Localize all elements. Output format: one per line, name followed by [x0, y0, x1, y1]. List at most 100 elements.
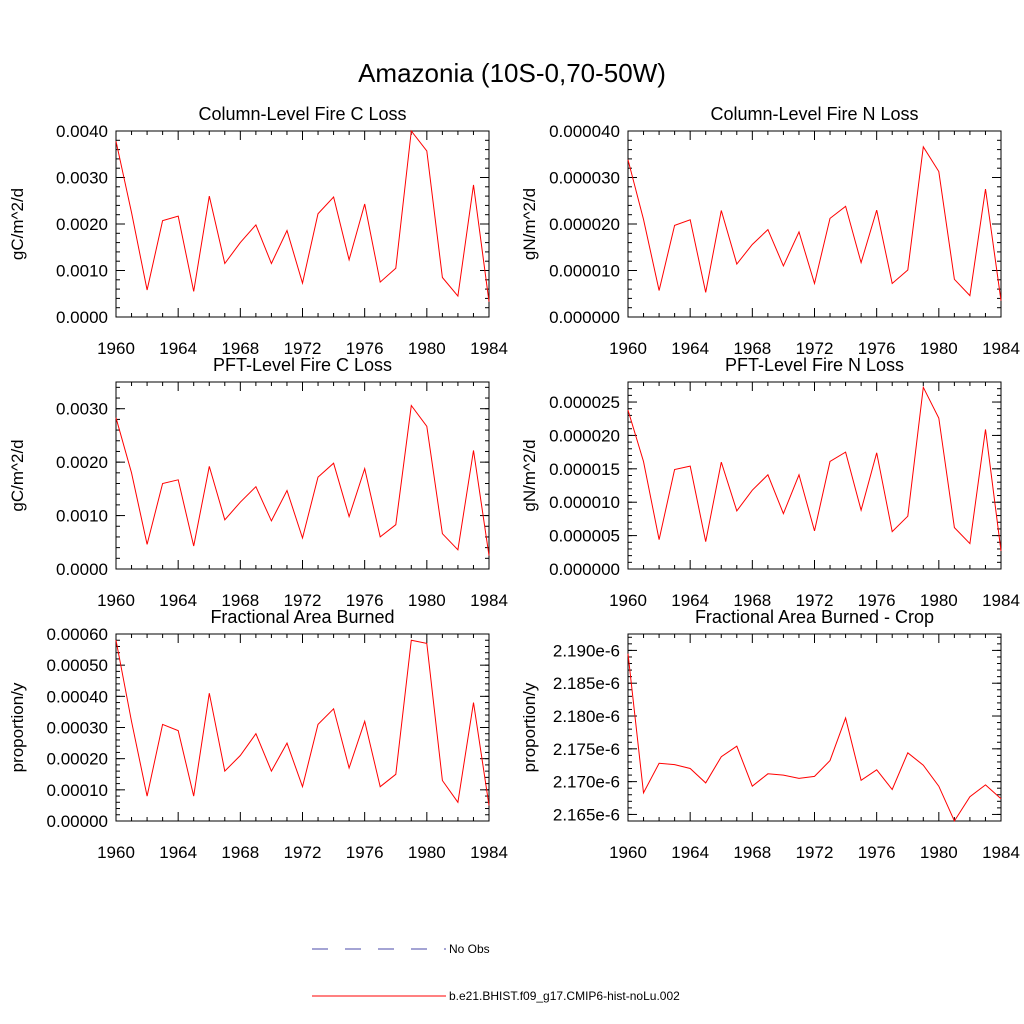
plot-frame — [115, 130, 490, 318]
y-tick-label: 0.0030 — [56, 400, 108, 419]
x-tick-label: 1972 — [284, 843, 322, 862]
y-tick-label: 0.000040 — [549, 122, 620, 141]
x-tick-label: 1976 — [346, 339, 384, 358]
y-tick-label: 0.00040 — [47, 687, 108, 706]
y-tick-label: 0.00060 — [47, 625, 108, 644]
x-tick-label: 1976 — [858, 339, 896, 358]
x-tick-label: 1984 — [470, 339, 508, 358]
x-tick-label: 1980 — [408, 339, 446, 358]
y-tick-label: 0.0000 — [56, 308, 108, 327]
chart-title: PFT-Level Fire N Loss — [725, 355, 904, 375]
legend-no-obs-label: No Obs — [449, 942, 490, 956]
x-tick-label: 1984 — [982, 339, 1020, 358]
x-tick-label: 1960 — [609, 843, 647, 862]
x-tick-label: 1980 — [920, 843, 958, 862]
series-line-1 — [627, 145, 1002, 301]
chart-title: Fractional Area Burned — [210, 607, 394, 627]
x-tick-label: 1968 — [221, 843, 259, 862]
y-axis-label: gN/m^2/d — [520, 188, 539, 260]
x-tick-label: 1972 — [796, 843, 834, 862]
legend: No Obs b.e21.BHIST.f09_g17.CMIP6-hist-no… — [312, 942, 680, 1003]
y-tick-label: 0.000010 — [549, 262, 620, 281]
x-tick-label: 1980 — [408, 843, 446, 862]
plot-frame — [115, 381, 490, 570]
x-tick-label: 1960 — [97, 591, 135, 610]
x-tick-label: 1980 — [408, 591, 446, 610]
chart-panel-5: Fractional Area Burned proportion/y 1960 19… — [8, 607, 508, 862]
y-tick-label: 0.0010 — [56, 507, 108, 526]
x-tick-label: 1972 — [284, 339, 322, 358]
plot-frame — [115, 633, 490, 822]
y-tick-label: 0.000015 — [549, 460, 620, 479]
x-tick-label: 1968 — [221, 591, 259, 610]
y-tick-label: 0.000020 — [549, 215, 620, 234]
y-tick-label: 0.00020 — [47, 750, 108, 769]
x-tick-label: 1964 — [671, 843, 709, 862]
y-tick-label: 0.000010 — [549, 493, 620, 512]
y-tick-label: 0.000000 — [549, 308, 620, 327]
y-axis-label: gN/m^2/d — [520, 439, 539, 511]
y-tick-label: 0.0020 — [56, 215, 108, 234]
y-tick-label: 0.000005 — [549, 527, 620, 546]
x-tick-label: 1968 — [221, 339, 259, 358]
x-tick-label: 1972 — [796, 339, 834, 358]
x-tick-label: 1960 — [609, 591, 647, 610]
y-tick-label: 0.0010 — [56, 262, 108, 281]
chart-title: Fractional Area Burned - Crop — [695, 607, 934, 627]
y-axis-label: proportion/y — [520, 682, 539, 772]
plot-frame — [627, 381, 1002, 570]
chart-panel-2: Column-Level Fire N Loss gN/m^2/d 1960 1964… — [520, 104, 1020, 358]
chart-panel-1: Column-Level Fire C Loss gC/m^2/d 1960 1964… — [8, 104, 508, 358]
x-tick-label: 1964 — [159, 843, 197, 862]
chart-panel-3: PFT-Level Fire C Loss gC/m^2/d 1960 1964 196… — [8, 355, 508, 610]
chart-title: Column-Level Fire C Loss — [198, 104, 406, 124]
chart-panel-6: Fractional Area Burned - Crop proportion/… — [520, 607, 1020, 862]
legend-model-label: b.e21.BHIST.f09_g17.CMIP6-hist-noLu.002 — [449, 989, 680, 1003]
x-tick-label: 1972 — [284, 591, 322, 610]
y-tick-label: 2.190e-6 — [553, 641, 620, 660]
y-tick-label: 0.0000 — [56, 560, 108, 579]
y-tick-label: 0.000020 — [549, 426, 620, 445]
y-tick-label: 0.00050 — [47, 656, 108, 675]
x-tick-label: 1960 — [97, 843, 135, 862]
x-tick-label: 1968 — [733, 591, 771, 610]
chart-title: PFT-Level Fire C Loss — [213, 355, 392, 375]
y-tick-label: 0.0030 — [56, 169, 108, 188]
y-tick-label: 2.165e-6 — [553, 805, 620, 824]
y-tick-label: 0.000000 — [549, 560, 620, 579]
x-tick-label: 1964 — [671, 339, 709, 358]
x-tick-label: 1984 — [982, 843, 1020, 862]
x-tick-label: 1964 — [159, 591, 197, 610]
plot-frame — [627, 633, 1002, 822]
y-tick-label: 0.0040 — [56, 122, 108, 141]
chart-panel-4: PFT-Level Fire N Loss gN/m^2/d 1960 1964 196… — [520, 355, 1020, 610]
x-tick-label: 1984 — [470, 843, 508, 862]
y-tick-label: 0.0020 — [56, 453, 108, 472]
plot-frame — [627, 130, 1002, 318]
x-tick-label: 1972 — [796, 591, 834, 610]
x-tick-label: 1960 — [97, 339, 135, 358]
x-tick-label: 1968 — [733, 843, 771, 862]
y-tick-label: 2.180e-6 — [553, 707, 620, 726]
x-tick-label: 1968 — [733, 339, 771, 358]
figure-title: Amazonia (10S-0,70-50W) — [358, 58, 666, 88]
x-tick-label: 1964 — [671, 591, 709, 610]
series-line-1 — [115, 129, 490, 302]
x-tick-label: 1976 — [858, 591, 896, 610]
y-tick-label: 2.175e-6 — [553, 740, 620, 759]
y-axis-label: proportion/y — [8, 682, 27, 772]
x-tick-label: 1984 — [982, 591, 1020, 610]
x-tick-label: 1964 — [159, 339, 197, 358]
y-axis-label: gC/m^2/d — [8, 188, 27, 260]
chart-title: Column-Level Fire N Loss — [710, 104, 918, 124]
y-tick-label: 0.00010 — [47, 781, 108, 800]
y-tick-label: 2.185e-6 — [553, 674, 620, 693]
y-tick-label: 0.00030 — [47, 719, 108, 738]
x-tick-label: 1980 — [920, 339, 958, 358]
series-line-1 — [115, 404, 490, 556]
y-tick-label: 0.000025 — [549, 393, 620, 412]
x-tick-label: 1980 — [920, 591, 958, 610]
x-tick-label: 1976 — [346, 591, 384, 610]
series-line-1 — [627, 385, 1002, 552]
